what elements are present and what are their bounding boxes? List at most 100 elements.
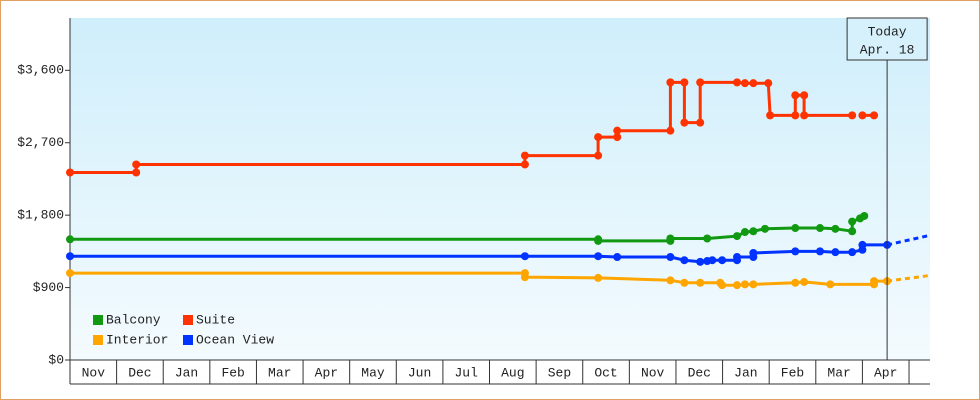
data-point [740,228,749,237]
data-point [858,240,867,249]
data-point [760,224,769,233]
data-point [594,151,603,160]
data-point [870,277,879,286]
x-tick-label: Jan [175,365,198,380]
data-point [613,252,622,261]
today-label: Apr. 18 [860,42,915,57]
data-point [848,111,857,120]
legend-label: Suite [196,312,235,327]
data-point [594,252,603,261]
data-point [740,79,749,88]
data-point [696,278,705,287]
data-point [860,211,869,220]
data-point [696,257,705,266]
data-point [733,232,742,241]
data-point [815,224,824,233]
data-point [680,278,689,287]
projection-line [886,274,931,283]
x-tick-label: Feb [781,365,804,380]
data-point [791,91,800,100]
today-box [846,17,928,61]
data-point [613,126,622,135]
data-point [520,151,529,160]
x-tick-label: Mar [268,365,291,380]
x-tick-label: Jan [734,365,757,380]
data-point [708,256,717,265]
data-point [680,118,689,127]
x-tick-label: Jun [408,365,431,380]
x-tick-label: Aug [501,365,524,380]
data-point [791,247,800,256]
data-point [831,224,840,233]
data-point [696,118,705,127]
x-tick-label: Nov [82,365,106,380]
data-point [520,252,529,261]
legend-label: Balcony [106,312,161,327]
data-point [749,280,758,289]
data-point [66,235,74,244]
plot-area [70,18,930,360]
data-point [749,248,758,257]
data-point [749,79,758,88]
data-point [666,78,675,87]
data-point [520,273,529,282]
x-tick-label: Dec [128,365,151,380]
data-point [749,227,758,236]
y-tick-label: $0 [48,352,64,367]
data-point [680,78,689,87]
data-point [666,126,675,135]
x-tick-label: Apr [874,365,897,380]
series-line [70,271,888,287]
data-point [740,280,749,289]
data-point [680,256,689,265]
data-point [696,78,705,87]
x-tick-label: Mar [827,365,850,380]
data-point [800,277,809,286]
data-point [132,160,141,169]
data-point [831,248,840,257]
data-point [594,236,603,245]
data-point [766,111,775,120]
data-point [132,168,141,177]
x-tick-label: Dec [688,365,711,380]
legend-swatch [93,315,103,325]
legend-swatch [183,315,193,325]
data-point [718,281,727,290]
data-point [666,234,675,243]
legend-swatch [183,335,193,345]
projection-line [886,233,931,247]
x-tick-label: Feb [221,365,244,380]
data-point [703,234,712,243]
data-point [666,252,675,261]
legend-label: Interior [106,332,168,347]
data-point [66,269,74,278]
x-tick-label: Oct [594,365,617,380]
data-point [848,248,857,257]
legend-swatch [93,335,103,345]
data-point [826,280,835,289]
data-point [764,79,773,88]
data-point [800,91,809,100]
y-tick-label: $3,600 [17,63,64,78]
data-point [594,133,603,142]
data-point [791,224,800,233]
x-tick-label: Nov [641,365,665,380]
data-point [858,111,867,120]
data-point [666,276,675,285]
data-point [800,111,809,120]
y-tick-label: $1,800 [17,208,64,223]
data-point [791,278,800,287]
data-point [520,160,529,169]
data-point [733,281,742,290]
data-point [848,217,857,226]
data-point [815,247,824,256]
data-point [870,111,879,120]
x-tick-label: Apr [315,365,338,380]
data-point [613,133,622,142]
x-tick-label: Sep [548,365,571,380]
y-tick-label: $900 [33,280,64,295]
data-point [733,252,742,261]
data-point [66,168,74,177]
